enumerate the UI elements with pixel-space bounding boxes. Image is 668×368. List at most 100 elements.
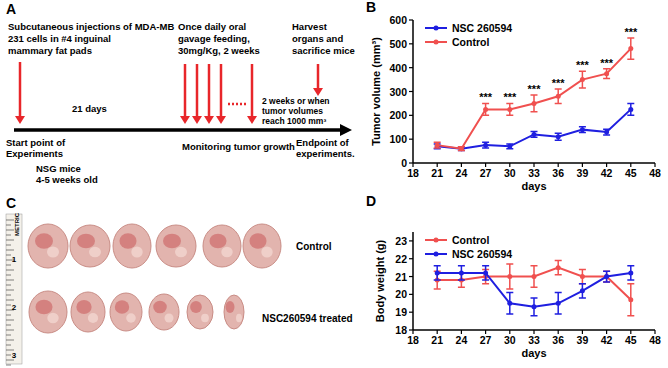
- mice-label: 4-5 weeks old: [36, 174, 98, 185]
- ruler-tick: [6, 325, 11, 326]
- tumor-vessel: [77, 234, 95, 249]
- data-point: [532, 304, 537, 309]
- tumor-highlight: [201, 314, 209, 323]
- panel-label: B: [366, 0, 376, 15]
- tumor: [243, 224, 281, 268]
- tumor-vessel: [226, 301, 235, 313]
- x-tick-label: 27: [480, 334, 492, 346]
- ruler-tick: [6, 220, 14, 221]
- significance: ***: [624, 26, 638, 38]
- y-tick-label: 22: [395, 253, 407, 265]
- significance: ***: [576, 59, 590, 71]
- ruler-tick: [6, 275, 11, 276]
- data-point: [604, 274, 609, 279]
- y-tick-label: 600: [389, 14, 407, 26]
- tumor-vessel: [249, 233, 266, 248]
- significance: ***: [552, 77, 566, 89]
- x-tick-label: 48: [649, 167, 661, 179]
- y-tick: [409, 312, 413, 313]
- x-tick-label: 21: [431, 167, 443, 179]
- ruler-tick: [6, 270, 14, 271]
- panel-label: C: [6, 195, 16, 211]
- arrow-head: [216, 116, 226, 124]
- data-point: [604, 274, 609, 279]
- data-point: [483, 143, 488, 148]
- data-point: [435, 143, 440, 148]
- tumor: [203, 225, 241, 267]
- y-tick: [409, 139, 413, 140]
- x-tick-label: 18: [407, 334, 419, 346]
- x-tick-label: 36: [552, 167, 564, 179]
- ruler-tick: [6, 255, 11, 256]
- ruler-tick: [6, 335, 11, 336]
- ruler-tick: [6, 235, 11, 236]
- data-point: [507, 301, 512, 306]
- significance: ***: [600, 57, 614, 69]
- tumor-highlight: [165, 314, 174, 323]
- tumor-vessel: [119, 233, 136, 248]
- start-note: Subcutaneous injections of MDA-MB: [8, 21, 174, 32]
- data-point: [556, 301, 561, 306]
- data-point: [507, 274, 512, 279]
- y-tick-label: 20: [395, 288, 407, 300]
- x-tick-label: 42: [601, 334, 613, 346]
- y-tick-label: 200: [389, 109, 407, 121]
- ruler-tick: [6, 315, 11, 316]
- ruler-tick: [6, 365, 11, 366]
- y-tick: [409, 19, 413, 20]
- ruler-tick: [6, 305, 11, 306]
- data-point: [483, 270, 488, 275]
- treatment-note: Once daily oral: [178, 21, 246, 32]
- data-point: [556, 265, 561, 270]
- y-tick: [409, 329, 413, 330]
- legend-label: NSC 260594: [452, 248, 512, 260]
- arrow-shaft: [220, 64, 223, 118]
- arrow-head: [247, 116, 257, 124]
- tumor-vessel: [35, 233, 53, 248]
- end-label: experiments.: [296, 148, 355, 159]
- y-tick: [409, 276, 413, 277]
- harvest-note: sacrifice mice: [292, 45, 355, 56]
- ruler-tick: [6, 340, 14, 341]
- tumor-highlight: [47, 247, 59, 258]
- mice-label: NSG mice: [36, 163, 81, 174]
- arrow-head: [15, 116, 25, 124]
- ruler-tick: [6, 345, 11, 346]
- plot-area: [434, 261, 635, 316]
- legend-label: Control: [452, 36, 489, 48]
- harvest-note: Harvest: [292, 21, 328, 32]
- tumor-highlight: [261, 247, 272, 258]
- ruler-tick: [6, 265, 11, 266]
- y-axis-label: Body weight (g): [374, 239, 386, 322]
- data-point: [628, 297, 633, 302]
- data-point: [604, 130, 609, 135]
- data-point: [580, 288, 585, 293]
- y-tick: [409, 115, 413, 116]
- x-tick-label: 36: [552, 334, 564, 346]
- error-bar: [555, 293, 562, 314]
- data-point: [532, 274, 537, 279]
- tumor-vessel: [115, 300, 129, 313]
- arrow-shaft: [317, 64, 320, 90]
- end-condition: reach 1000 mm³: [262, 116, 326, 126]
- x-axis-label: days: [521, 347, 546, 359]
- legend-marker: [434, 40, 439, 45]
- x-tick-label: 45: [625, 167, 637, 179]
- panel-label: D: [366, 193, 376, 209]
- significance: ***: [479, 91, 493, 103]
- x-tick-label: 39: [577, 334, 589, 346]
- y-tick: [409, 43, 413, 44]
- tumor-vessel: [190, 301, 202, 313]
- ruler-number: 1: [12, 255, 17, 264]
- data-point: [580, 274, 585, 279]
- error-bar: [603, 271, 610, 282]
- y-tick: [409, 294, 413, 295]
- chart: 1821242730333639424548010020030040050060…: [370, 14, 661, 192]
- error-bar: [458, 147, 465, 151]
- tumor-vessel: [163, 234, 181, 249]
- data-point: [532, 132, 537, 137]
- x-tick-label: 24: [456, 334, 468, 346]
- data-point: [532, 101, 537, 106]
- timeline: [14, 128, 342, 132]
- ruler-tick: [6, 250, 14, 251]
